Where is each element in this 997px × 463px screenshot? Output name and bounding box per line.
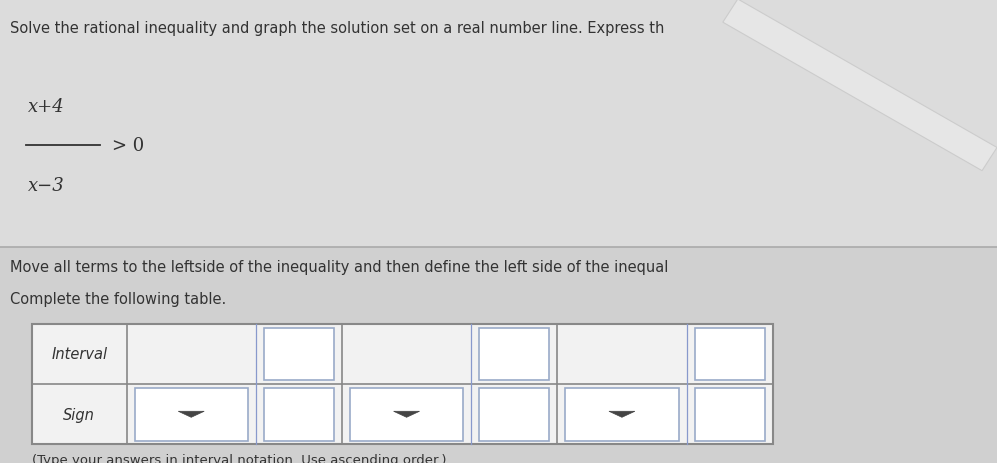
Text: Complete the following table.: Complete the following table. <box>10 292 226 307</box>
Polygon shape <box>723 0 997 171</box>
Bar <box>565 388 679 441</box>
Bar <box>135 388 248 441</box>
Text: x−3: x−3 <box>28 176 65 194</box>
Text: > 0: > 0 <box>112 137 144 155</box>
Text: Sign: Sign <box>64 407 95 422</box>
Text: x+4: x+4 <box>28 98 65 115</box>
Bar <box>264 328 334 381</box>
Polygon shape <box>394 411 420 418</box>
Bar <box>480 388 549 441</box>
Bar <box>0 0 997 248</box>
Text: (Type your answers in interval notation. Use ascending order.): (Type your answers in interval notation.… <box>32 453 447 463</box>
Bar <box>695 388 765 441</box>
Text: Solve the rational inequality and graph the solution set on a real number line. : Solve the rational inequality and graph … <box>10 21 664 36</box>
Bar <box>0 248 997 463</box>
Bar <box>264 388 334 441</box>
Polygon shape <box>178 411 204 418</box>
Polygon shape <box>609 411 635 418</box>
Text: Move all terms to the left​side of the inequality and then define the left side : Move all terms to the left​side of the i… <box>10 259 668 274</box>
Text: Interval: Interval <box>51 347 108 362</box>
Bar <box>32 324 773 444</box>
Bar <box>350 388 464 441</box>
Bar <box>695 328 765 381</box>
Bar <box>480 328 549 381</box>
